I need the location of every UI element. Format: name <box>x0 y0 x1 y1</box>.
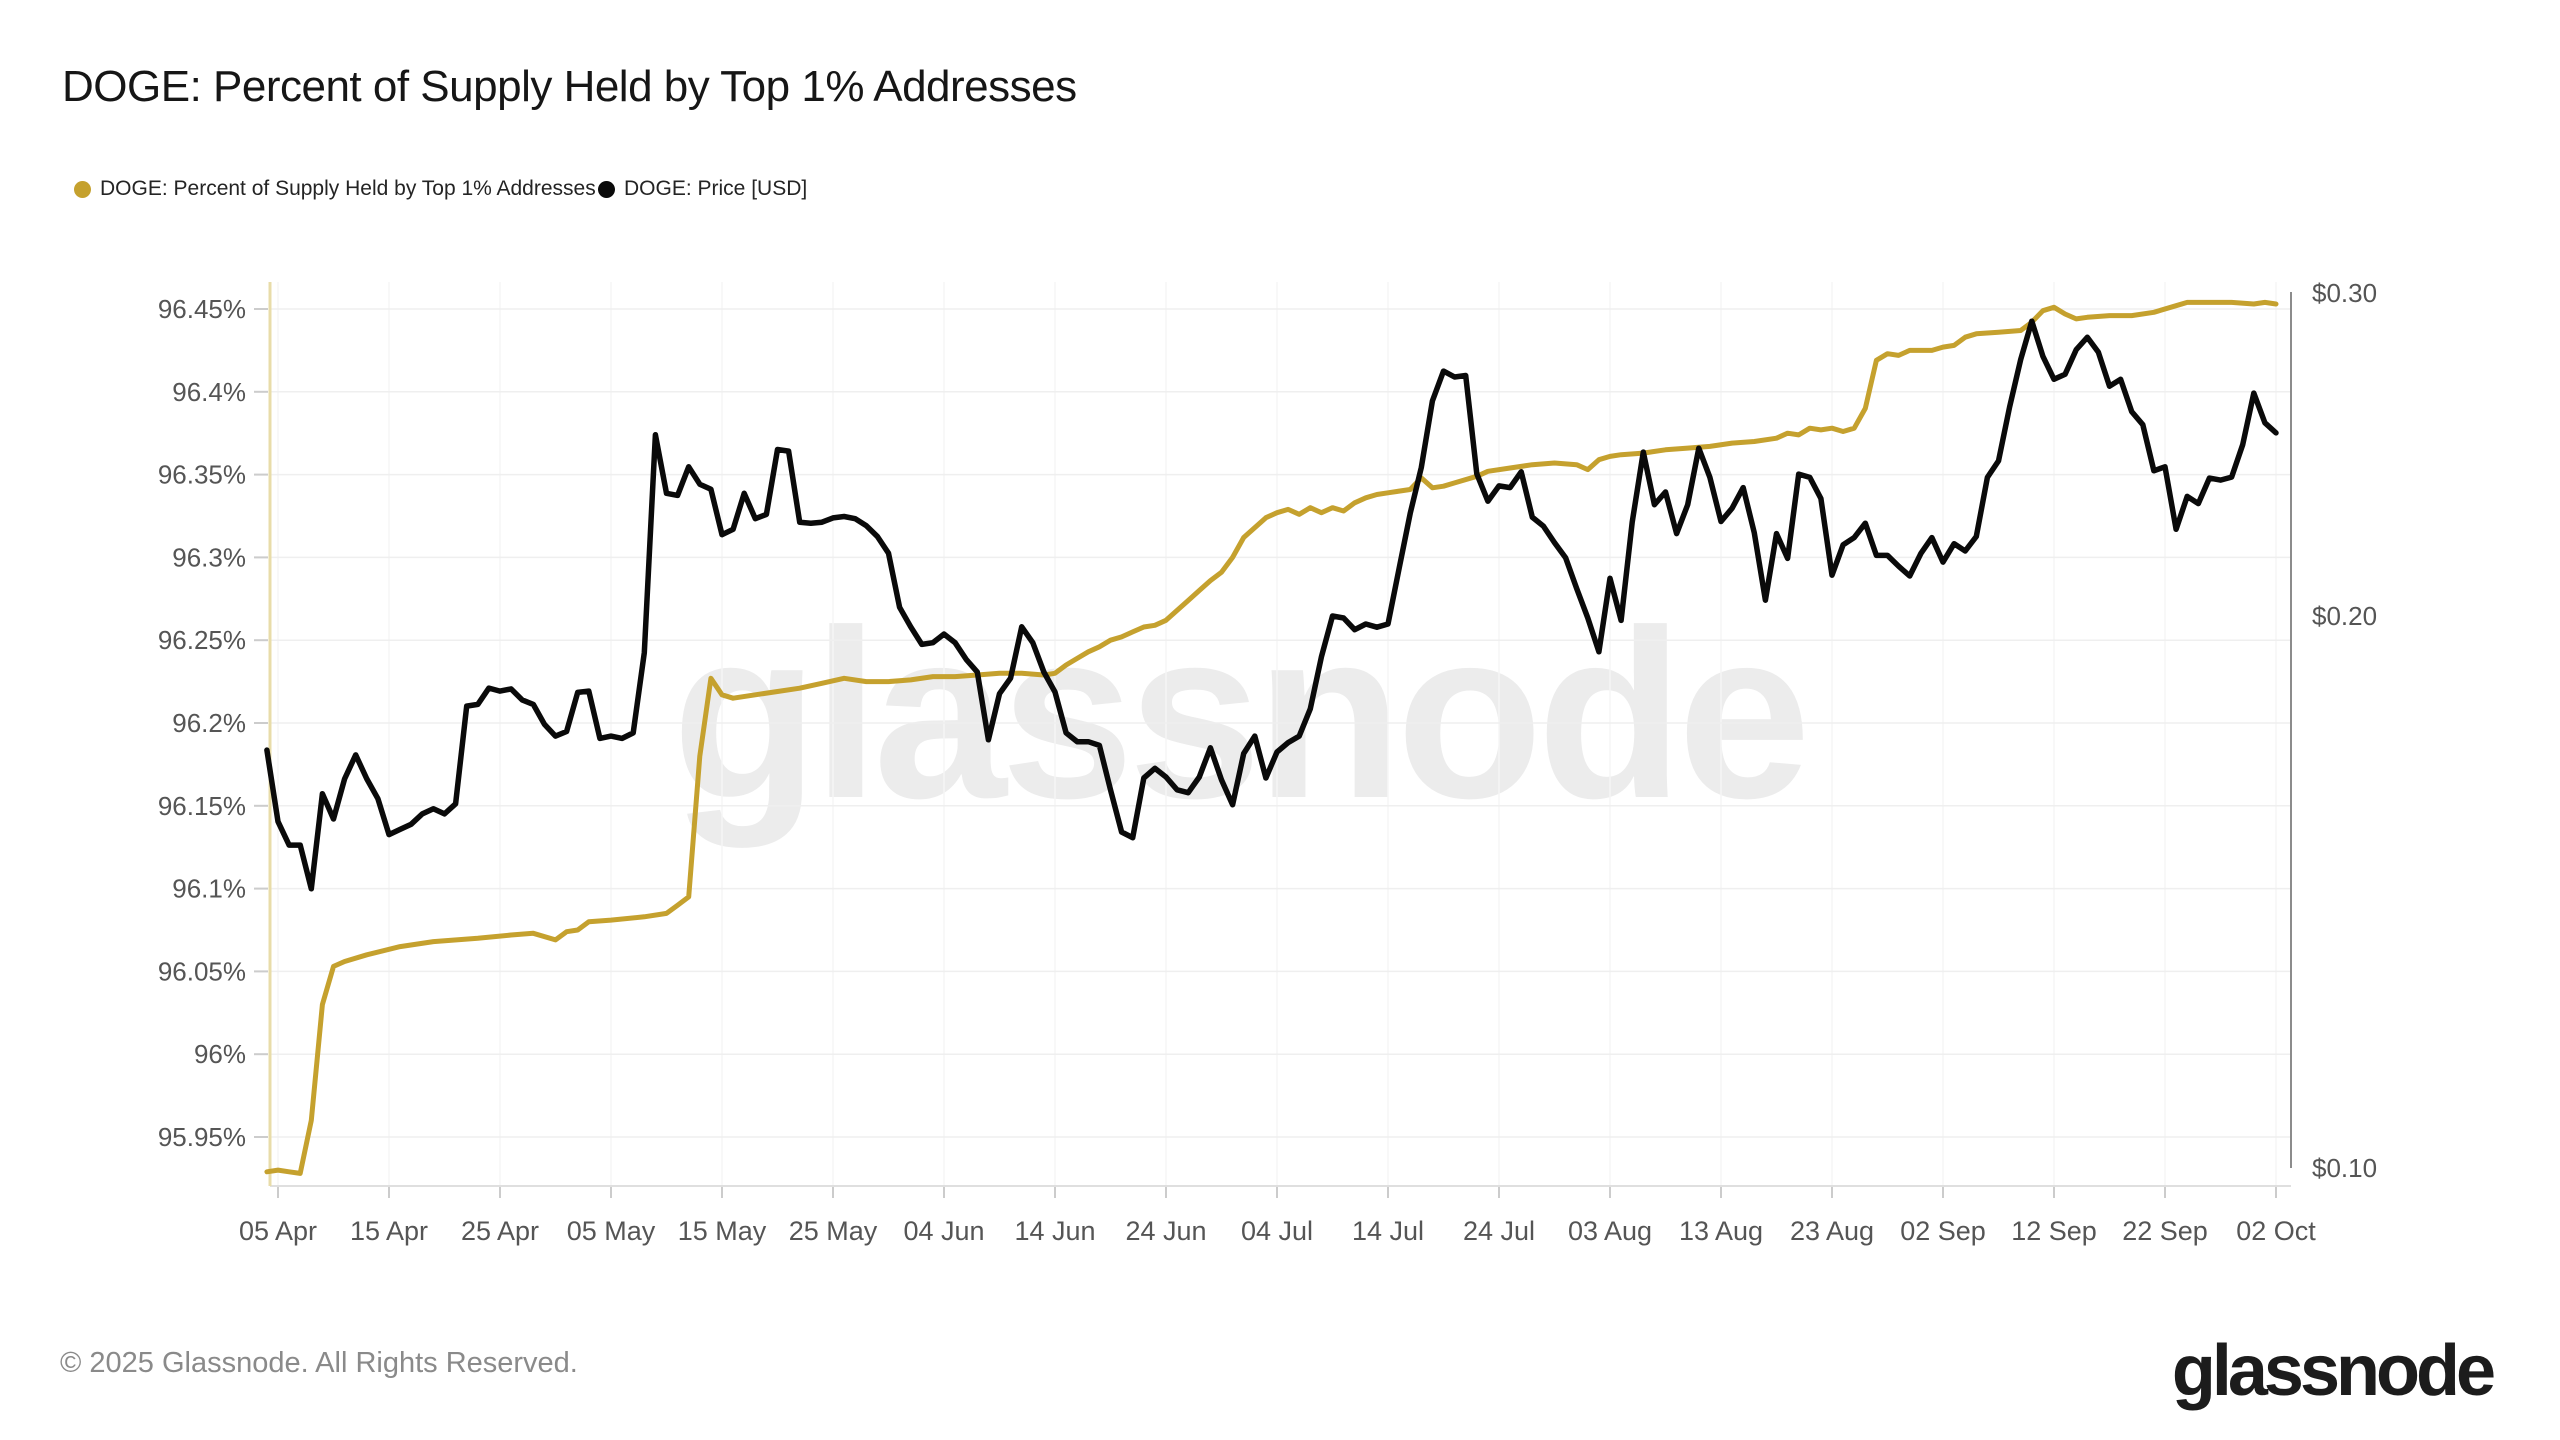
y-axis-left-label: 96.3% <box>172 542 246 572</box>
x-axis-label: 12 Sep <box>2011 1216 2097 1246</box>
x-axis-label: 02 Oct <box>2236 1216 2316 1246</box>
x-axis-label: 25 Apr <box>461 1216 539 1246</box>
page-title: DOGE: Percent of Supply Held by Top 1% A… <box>62 62 1077 111</box>
x-axis-label: 04 Jun <box>903 1216 984 1246</box>
x-axis-label: 14 Jul <box>1352 1216 1424 1246</box>
y-axis-left-label: 96.1% <box>172 874 246 904</box>
y-axis-left-label: 96.45% <box>158 294 246 324</box>
legend-item-price[interactable]: DOGE: Price [USD] <box>598 176 807 202</box>
y-axis-right-label: $0.30 <box>2312 278 2377 308</box>
y-axis-left-label: 96.2% <box>172 708 246 738</box>
x-axis-label: 22 Sep <box>2122 1216 2208 1246</box>
y-axis-left-label: 96.05% <box>158 956 246 986</box>
y-axis-left-label: 96% <box>194 1039 246 1069</box>
glassnode-watermark: glassnode <box>672 580 1811 848</box>
x-axis-label: 24 Jul <box>1463 1216 1535 1246</box>
legend-label-supply: DOGE: Percent of Supply Held by Top 1% A… <box>100 177 596 200</box>
y-axis-left-label: 96.4% <box>172 377 246 407</box>
copyright-text: © 2025 Glassnode. All Rights Reserved. <box>60 1347 578 1379</box>
glassnode-logo: glassnode <box>2171 1331 2496 1411</box>
x-axis-label: 13 Aug <box>1679 1216 1763 1246</box>
y-axis-left-label: 96.25% <box>158 625 246 655</box>
x-axis-label: 24 Jun <box>1125 1216 1206 1246</box>
y-axis-right-label: $0.10 <box>2312 1153 2377 1183</box>
series-line-doge-price[interactable] <box>264 318 2279 892</box>
y-axis-left-label: 96.15% <box>158 791 246 821</box>
x-axis-label: 15 Apr <box>350 1216 428 1246</box>
y-axis-left-label: 95.95% <box>158 1122 246 1152</box>
legend-item-supply[interactable]: DOGE: Percent of Supply Held by Top 1% A… <box>74 176 596 202</box>
x-axis-label: 14 Jun <box>1014 1216 1095 1246</box>
legend-swatch-gold-icon <box>74 180 91 198</box>
x-axis-label: 23 Aug <box>1790 1216 1874 1246</box>
chart-legend: DOGE: Percent of Supply Held by Top 1% A… <box>0 176 2560 202</box>
x-axis-label: 05 May <box>567 1216 656 1246</box>
x-axis-label: 03 Aug <box>1568 1216 1652 1246</box>
series-line-supply-held-top1[interactable] <box>264 299 2279 1176</box>
x-axis-label: 05 Apr <box>239 1216 317 1246</box>
legend-label-price: DOGE: Price [USD] <box>624 177 808 200</box>
x-axis-label: 15 May <box>678 1216 767 1246</box>
y-axis-left-label: 96.35% <box>158 460 246 490</box>
x-axis-label: 02 Sep <box>1900 1216 1986 1246</box>
y-axis-right-label: $0.20 <box>2312 601 2377 631</box>
x-axis-label: 25 May <box>789 1216 878 1246</box>
x-axis-label: 04 Jul <box>1241 1216 1313 1246</box>
legend-swatch-black-icon <box>598 180 615 198</box>
